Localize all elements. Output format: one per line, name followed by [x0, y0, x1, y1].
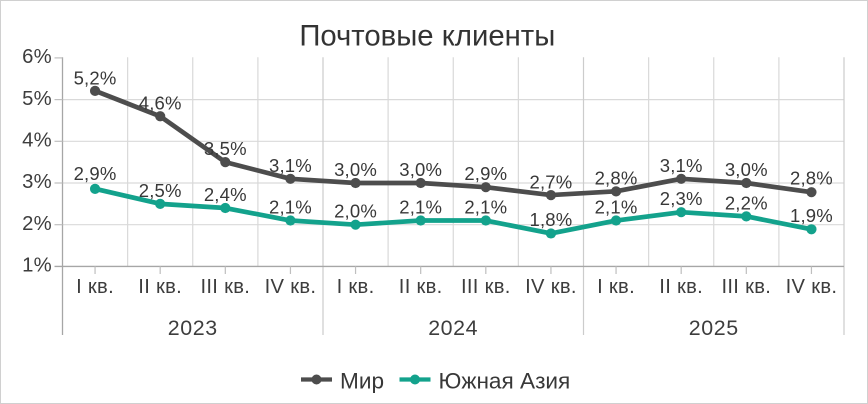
svg-text:III кв.: III кв. — [721, 276, 771, 298]
svg-text:2024: 2024 — [428, 316, 478, 340]
svg-text:4%: 4% — [22, 130, 52, 152]
svg-text:IV кв.: IV кв. — [525, 276, 577, 298]
svg-text:2023: 2023 — [168, 316, 218, 340]
svg-text:2025: 2025 — [689, 316, 739, 340]
svg-text:I кв.: I кв. — [76, 276, 114, 298]
svg-text:2,1%: 2,1% — [464, 197, 507, 218]
svg-text:3,5%: 3,5% — [204, 138, 247, 159]
svg-text:I кв.: I кв. — [597, 276, 635, 298]
svg-text:1,9%: 1,9% — [790, 205, 833, 226]
svg-text:II кв.: II кв. — [138, 276, 182, 298]
svg-text:3,0%: 3,0% — [334, 159, 377, 180]
svg-text:III кв.: III кв. — [200, 276, 250, 298]
svg-text:3,1%: 3,1% — [269, 155, 312, 176]
svg-text:II кв.: II кв. — [399, 276, 443, 298]
svg-text:3%: 3% — [22, 171, 52, 193]
svg-text:2,9%: 2,9% — [74, 163, 117, 184]
svg-text:2,1%: 2,1% — [399, 197, 442, 218]
svg-text:2,8%: 2,8% — [790, 167, 833, 188]
svg-text:2,9%: 2,9% — [464, 163, 507, 184]
svg-text:2,1%: 2,1% — [595, 197, 638, 218]
svg-text:2,5%: 2,5% — [139, 180, 182, 201]
svg-text:2,7%: 2,7% — [529, 172, 572, 193]
svg-text:2,8%: 2,8% — [595, 167, 638, 188]
svg-text:III кв.: III кв. — [461, 276, 511, 298]
svg-text:4,6%: 4,6% — [139, 92, 182, 113]
svg-text:II кв.: II кв. — [659, 276, 703, 298]
svg-text:3,0%: 3,0% — [725, 159, 768, 180]
svg-text:1,8%: 1,8% — [529, 209, 572, 230]
svg-text:1%: 1% — [22, 255, 52, 277]
svg-text:Южная Азия: Южная Азия — [439, 368, 571, 393]
svg-text:2,2%: 2,2% — [725, 192, 768, 213]
svg-text:3,0%: 3,0% — [399, 159, 442, 180]
svg-text:IV кв.: IV кв. — [265, 276, 317, 298]
svg-text:3,1%: 3,1% — [660, 155, 703, 176]
svg-text:2,3%: 2,3% — [660, 188, 703, 209]
svg-text:Мир: Мир — [340, 368, 384, 393]
svg-text:I кв.: I кв. — [337, 276, 375, 298]
svg-text:IV кв.: IV кв. — [786, 276, 838, 298]
svg-text:2,0%: 2,0% — [334, 201, 377, 222]
svg-text:2%: 2% — [22, 213, 52, 235]
svg-text:Почтовые клиенты: Почтовые клиенты — [299, 20, 555, 53]
svg-text:2,4%: 2,4% — [204, 184, 247, 205]
svg-text:5,2%: 5,2% — [74, 67, 117, 88]
svg-text:6%: 6% — [22, 46, 52, 68]
svg-text:5%: 5% — [22, 88, 52, 110]
svg-text:2,1%: 2,1% — [269, 197, 312, 218]
